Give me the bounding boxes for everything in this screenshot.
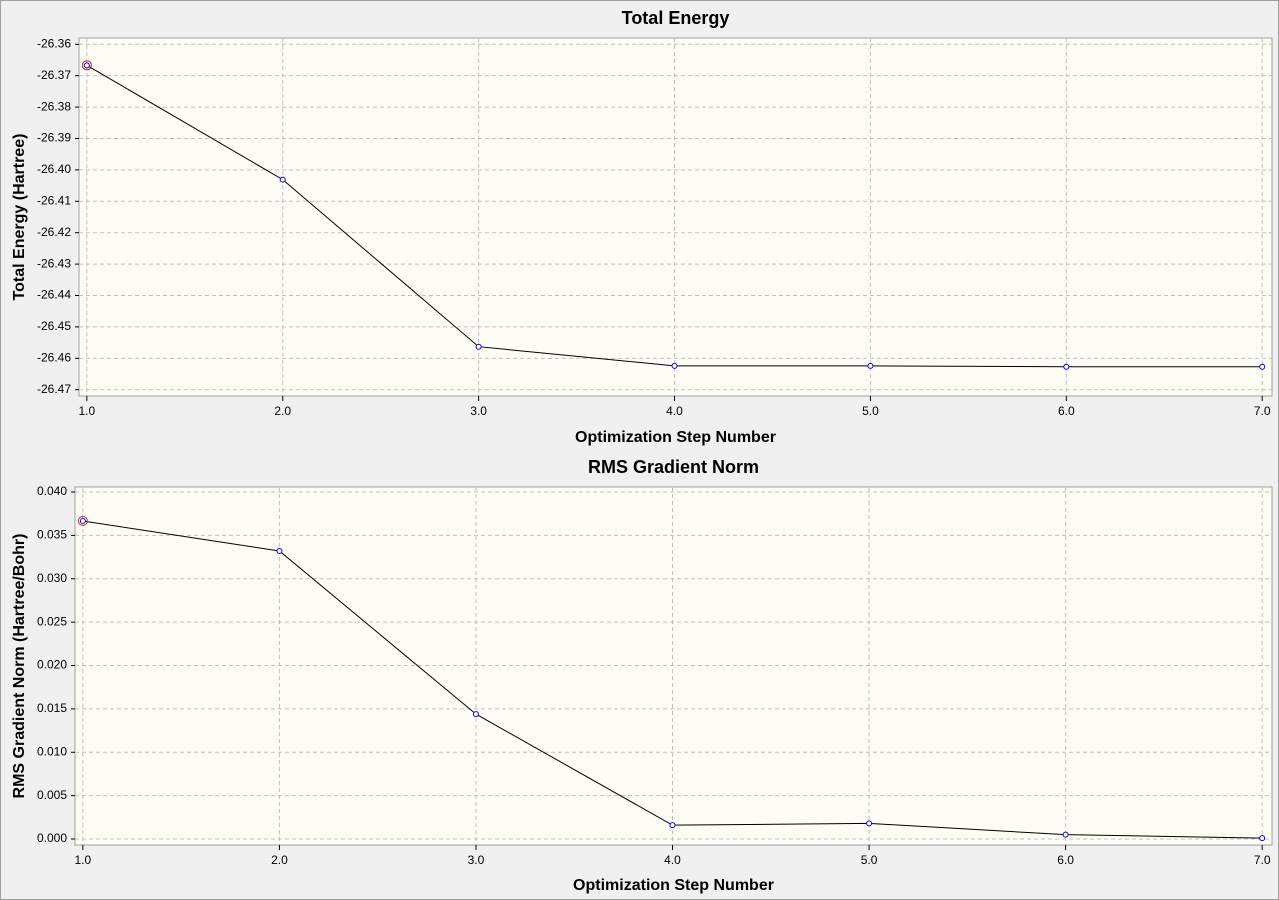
x-tick-label: 5.0: [861, 853, 878, 867]
y-tick-label: -26.46: [37, 350, 71, 364]
chart-title: Total Energy: [622, 8, 730, 28]
plot-area: [78, 37, 1273, 397]
data-point: [1063, 363, 1070, 370]
data-point: [79, 518, 86, 525]
x-tick-label: 5.0: [862, 404, 879, 418]
x-tick-label: 1.0: [78, 404, 95, 418]
y-axis-label: RMS Gradient Norm (Hartree/Bohr): [11, 534, 28, 799]
x-tick-label: 4.0: [664, 853, 681, 867]
x-tick-label: 3.0: [468, 853, 485, 867]
data-point: [671, 362, 678, 369]
data-point: [475, 343, 482, 350]
y-tick-label: -26.43: [37, 256, 71, 270]
y-tick-label: 0.010: [37, 744, 67, 758]
selected-ring: [77, 516, 88, 527]
y-tick-label: -26.47: [37, 382, 71, 396]
x-tick-label: 1.0: [75, 853, 92, 867]
y-tick-label: -26.37: [37, 68, 71, 82]
y-tick-label: 0.030: [37, 571, 67, 585]
data-point: [472, 711, 479, 718]
data-point: [669, 822, 676, 829]
y-tick-label: 0.015: [37, 701, 67, 715]
y-tick-label: 0.020: [37, 658, 67, 672]
y-tick-label: 0.000: [37, 831, 67, 845]
x-tick-label: 7.0: [1254, 853, 1271, 867]
y-axis-label: Total Energy (Hartree): [11, 134, 28, 301]
data-point: [1259, 835, 1266, 842]
x-tick-label: 2.0: [271, 853, 288, 867]
data-point: [279, 176, 286, 183]
data-point: [866, 820, 873, 827]
x-axis-label: Optimization Step Number: [575, 429, 776, 446]
data-point: [83, 62, 90, 69]
y-tick-label: -26.41: [37, 193, 71, 207]
y-tick-label: -26.39: [37, 131, 71, 145]
selected-ring: [81, 60, 92, 71]
y-tick-label: 0.035: [37, 528, 67, 542]
x-tick-label: 3.0: [470, 404, 487, 418]
data-point: [1062, 831, 1069, 838]
y-tick-label: 0.025: [37, 614, 67, 628]
x-tick-label: 4.0: [666, 404, 683, 418]
data-point: [867, 362, 874, 369]
y-tick-label: -26.38: [37, 99, 71, 113]
y-tick-label: -26.42: [37, 225, 71, 239]
x-axis-label: Optimization Step Number: [573, 877, 774, 894]
x-tick-label: 2.0: [274, 404, 291, 418]
y-tick-label: -26.36: [37, 36, 71, 50]
data-point: [1259, 363, 1266, 370]
x-tick-label: 6.0: [1058, 404, 1075, 418]
y-tick-label: -26.44: [37, 288, 71, 302]
x-tick-label: 7.0: [1254, 404, 1271, 418]
y-tick-label: 0.005: [37, 788, 67, 802]
chart-title: RMS Gradient Norm: [588, 457, 759, 477]
y-tick-label: 0.040: [37, 484, 67, 498]
y-tick-label: -26.45: [37, 319, 71, 333]
x-tick-label: 6.0: [1057, 853, 1074, 867]
y-tick-label: -26.40: [37, 162, 71, 176]
data-point: [276, 548, 283, 555]
